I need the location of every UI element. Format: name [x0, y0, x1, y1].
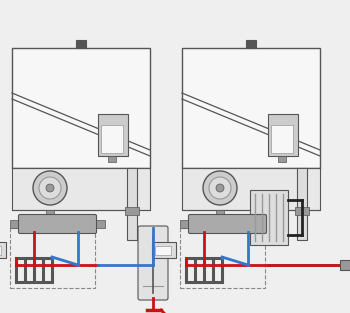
Bar: [12, 48, 150, 168]
Bar: [10, 220, 22, 228]
Bar: [180, 220, 192, 228]
Bar: [152, 242, 176, 258]
Bar: [182, 168, 320, 210]
Bar: [263, 220, 275, 228]
Bar: [108, 156, 116, 162]
Circle shape: [216, 184, 224, 192]
Bar: [93, 220, 105, 228]
Bar: [268, 114, 298, 156]
Bar: [10, 228, 95, 288]
Bar: [46, 210, 54, 216]
Bar: [182, 48, 320, 168]
Bar: [246, 40, 256, 48]
Bar: [0, 246, 1, 255]
Circle shape: [203, 171, 237, 205]
Bar: [250, 190, 288, 245]
Bar: [155, 246, 171, 255]
Bar: [101, 125, 123, 153]
Circle shape: [209, 177, 231, 199]
Circle shape: [33, 171, 67, 205]
Bar: [340, 260, 350, 270]
FancyBboxPatch shape: [138, 226, 168, 300]
Bar: [180, 228, 265, 288]
Bar: [125, 207, 139, 215]
Circle shape: [39, 177, 61, 199]
Bar: [271, 125, 293, 153]
Bar: [127, 168, 137, 240]
Bar: [98, 114, 128, 156]
FancyBboxPatch shape: [189, 214, 266, 233]
FancyBboxPatch shape: [19, 214, 97, 233]
Bar: [297, 168, 307, 240]
Bar: [12, 168, 150, 210]
Bar: [76, 40, 86, 48]
Bar: [216, 210, 224, 216]
Bar: [278, 156, 286, 162]
Bar: [0, 242, 6, 258]
Bar: [295, 207, 309, 215]
Circle shape: [46, 184, 54, 192]
